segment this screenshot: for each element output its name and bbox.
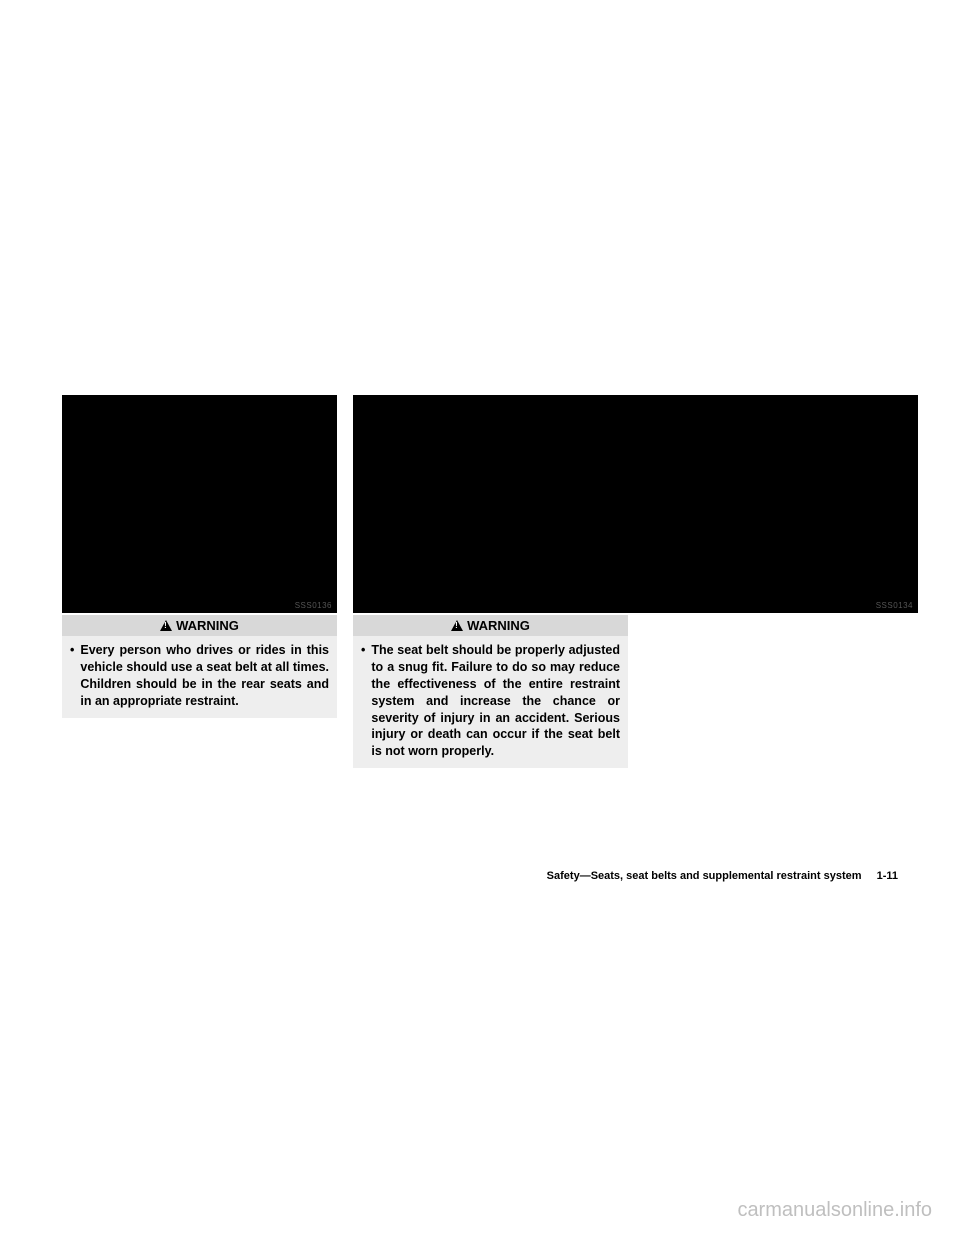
warning-2-header: WARNING	[353, 615, 628, 636]
watermark: carmanualsonline.info	[737, 1199, 932, 1222]
warning-1-text: Every person who drives or rides in this…	[80, 642, 329, 710]
figure-placeholder-2: SSS0134	[353, 395, 918, 613]
footer-page-number: 1-11	[877, 870, 898, 882]
bullet-mark: •	[361, 642, 365, 760]
figure-placeholder-1: SSS0136	[62, 395, 337, 613]
warning-2-header-text: WARNING	[467, 618, 530, 633]
figure-code-2: SSS0134	[876, 601, 913, 610]
warning-icon	[451, 620, 463, 631]
warning-2-body: • The seat belt should be properly adjus…	[353, 636, 628, 768]
warning-icon	[160, 620, 172, 631]
warning-2-text: The seat belt should be properly adjuste…	[371, 642, 620, 760]
figure-code-1: SSS0136	[295, 601, 332, 610]
page-footer: Safety—Seats, seat belts and supplementa…	[547, 870, 898, 882]
bullet-mark: •	[70, 642, 74, 710]
warning-1-header-text: WARNING	[176, 618, 239, 633]
warning-1-header: WARNING	[62, 615, 337, 636]
warning-1-body: • Every person who drives or rides in th…	[62, 636, 337, 718]
footer-section: Safety—Seats, seat belts and supplementa…	[547, 870, 862, 882]
